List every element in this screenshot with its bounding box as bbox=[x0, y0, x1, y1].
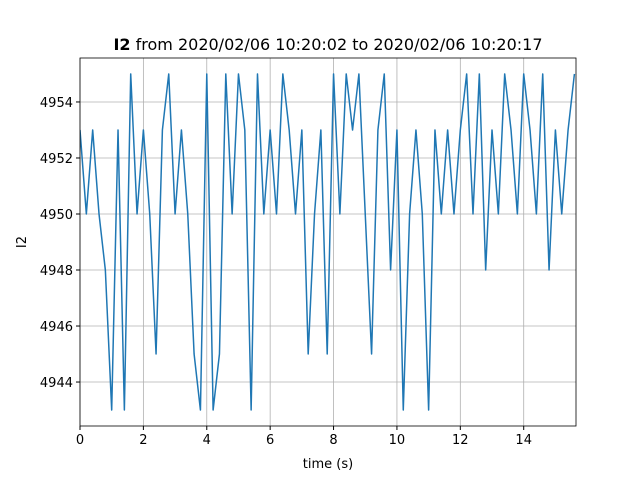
title-variable: I2 bbox=[113, 35, 130, 54]
x-axis-label: time (s) bbox=[303, 457, 353, 472]
y-axis-label: I2 bbox=[15, 236, 30, 248]
title-range: from 2020/02/06 10:20:02 to 2020/02/06 1… bbox=[136, 35, 543, 54]
y-tick-label: 4946 bbox=[40, 320, 73, 335]
y-tick-label: 4952 bbox=[40, 152, 73, 167]
x-tick-label: 4 bbox=[203, 433, 211, 448]
y-tick-label: 4950 bbox=[40, 208, 73, 223]
data-line bbox=[80, 73, 576, 411]
y-tick-label: 4954 bbox=[40, 96, 73, 111]
chart-title: I2 from 2020/02/06 10:20:02 to 2020/02/0… bbox=[113, 35, 542, 54]
y-tick-label: 4948 bbox=[40, 264, 73, 279]
y-tick-label: 4944 bbox=[40, 376, 73, 391]
x-tick-label: 2 bbox=[139, 433, 147, 448]
x-tick-label: 6 bbox=[266, 433, 274, 448]
x-tick-label: 14 bbox=[515, 433, 532, 448]
plot-frame bbox=[79, 57, 577, 427]
x-tick-label: 8 bbox=[329, 433, 337, 448]
x-tick-label: 10 bbox=[389, 433, 406, 448]
x-tick-label: 0 bbox=[76, 433, 84, 448]
x-tick-label: 12 bbox=[452, 433, 469, 448]
